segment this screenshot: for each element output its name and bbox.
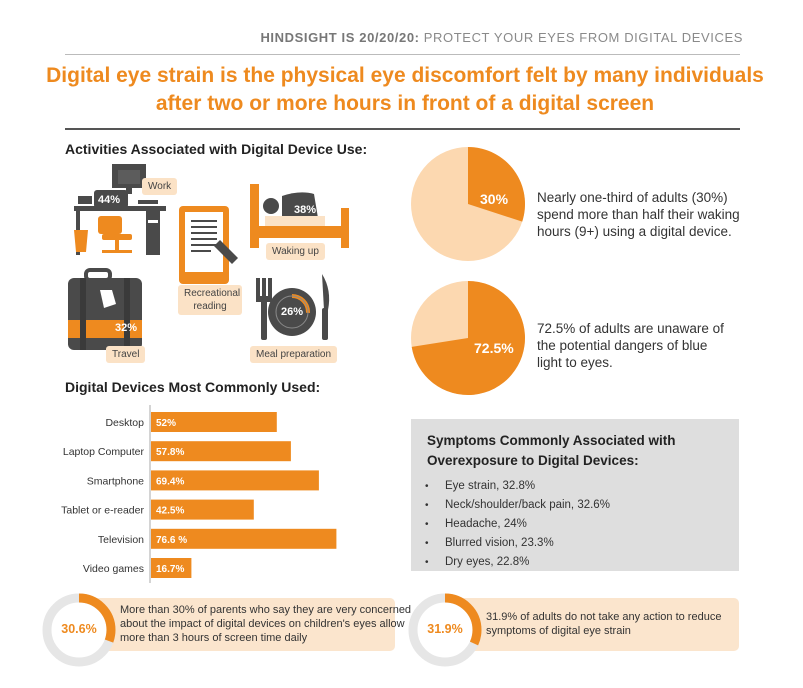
- pie-1-label: 30%: [480, 191, 509, 207]
- reading-label-line-2: reading: [193, 301, 227, 312]
- bar-category-label: Laptop Computer: [63, 446, 145, 458]
- bar-category-label: Video games: [83, 563, 144, 575]
- travel-pct: 32%: [115, 322, 138, 334]
- parents-stat-text: More than 30% of parents who say they ar…: [120, 603, 411, 645]
- devices-title: Digital Devices Most Commonly Used:: [65, 379, 321, 395]
- pie-1-line-3: hours (9+) using a digital device.: [537, 224, 732, 239]
- pie-adults-72-5: [411, 281, 525, 395]
- bar: [151, 499, 254, 520]
- meal-pct: 26%: [281, 306, 304, 318]
- ereader-icon: [179, 206, 238, 284]
- activities-illustration: [68, 164, 349, 350]
- header-divider: [65, 54, 740, 55]
- pie-2-line-2: the potential dangers of blue: [537, 338, 708, 353]
- suitcase-icon: [68, 268, 142, 350]
- symptom-text: Blurred vision, 23.3%: [445, 537, 554, 549]
- travel-label: Travel: [106, 346, 146, 363]
- symptoms-panel: Symptoms Commonly Associated with Overex…: [411, 419, 739, 571]
- bar-category-label: Desktop: [105, 417, 144, 429]
- bar-value-label: 69.4%: [156, 476, 184, 487]
- bar: [151, 558, 192, 578]
- bullet-icon: •: [425, 481, 429, 492]
- pie-1-line-1: Nearly one-third of adults (30%): [537, 190, 728, 205]
- symptoms-title-line-2: Overexposure to Digital Devices:: [427, 453, 639, 468]
- meal-label: Meal preparation: [250, 346, 338, 363]
- bar-value-label: 42.5%: [156, 506, 184, 517]
- symptom-text: Dry eyes, 22.8%: [445, 556, 530, 568]
- ring-2-fill: [408, 593, 482, 667]
- activities-title: Activities Associated with Digital Devic…: [65, 141, 368, 157]
- headline: Digital eye strain is the physical eye d…: [40, 62, 770, 118]
- symptom-text: Headache, 24%: [445, 518, 527, 530]
- plate-fork-knife-icon: [256, 274, 330, 340]
- reading-label: Recreational reading: [178, 285, 242, 315]
- pie-2-line-1: 72.5% of adults are unaware of: [537, 321, 724, 336]
- pie-2-slice: [411, 281, 525, 395]
- symptom-text: Eye strain, 32.8%: [445, 480, 536, 492]
- adults-ring: [408, 593, 482, 667]
- reading-pct: 43%: [193, 258, 216, 270]
- reading-label-line-1: Recreational: [184, 288, 241, 299]
- pie-adults-30: [411, 147, 525, 261]
- pie-1-line-2: spend more than half their waking: [537, 207, 740, 222]
- bar: [151, 441, 291, 462]
- symptom-item: • Dry eyes, 22.8%: [425, 553, 610, 572]
- symptoms-list: • Eye strain, 32.8% • Neck/shoulder/back p…: [425, 477, 610, 572]
- page-header: HINDSIGHT IS 20/20/20: PROTECT YOUR EYES…: [260, 30, 743, 45]
- header-bold: HINDSIGHT IS 20/20/20:: [260, 30, 420, 45]
- adults-line-2: symptoms of digital eye strain: [486, 625, 631, 637]
- bar-value-label: 16.7%: [156, 564, 184, 575]
- bar: [151, 528, 337, 549]
- devices-bar-chart: Desktop 52% Laptop Computer 57.8% Smartphone…: [61, 405, 337, 583]
- pie-2-text: 72.5% of adults are unaware of the poten…: [537, 320, 724, 371]
- symptom-item: • Headache, 24%: [425, 515, 610, 534]
- adults-ring-label: 31.9%: [427, 622, 463, 636]
- parents-line-3: more than 3 hours of screen time daily: [120, 632, 308, 644]
- desk-computer-icon: [74, 164, 166, 255]
- symptom-item: • Neck/shoulder/back pain, 32.6%: [425, 496, 610, 515]
- symptoms-title-line-1: Symptoms Commonly Associated with: [427, 433, 676, 448]
- bullet-icon: •: [425, 557, 429, 568]
- bullet-icon: •: [425, 538, 429, 549]
- adults-stat-text: 31.9% of adults do not take any action t…: [486, 610, 721, 638]
- parents-ring-label: 30.6%: [61, 622, 97, 636]
- waking-pct: 38%: [294, 204, 317, 216]
- symptom-text: Neck/shoulder/back pain, 32.6%: [445, 499, 610, 511]
- headline-divider: [65, 128, 740, 130]
- symptoms-title: Symptoms Commonly Associated with Overex…: [427, 431, 717, 471]
- adults-line-1: 31.9% of adults do not take any action t…: [486, 611, 722, 623]
- pie-1-slice: [468, 147, 525, 222]
- bar-category-label: Television: [98, 534, 144, 546]
- pie-2-line-3: light to eyes.: [537, 355, 613, 370]
- symptom-item: • Eye strain, 32.8%: [425, 477, 610, 496]
- bar-category-label: Smartphone: [87, 475, 144, 487]
- bullet-icon: •: [425, 519, 429, 530]
- waking-label: Waking up: [266, 243, 325, 260]
- bar-category-label: Tablet or e-reader: [61, 505, 144, 517]
- parents-line-1: More than 30% of parents who say they ar…: [120, 604, 412, 616]
- bar: [151, 412, 277, 432]
- parents-stat-box: [65, 598, 395, 651]
- bar-value-label: 76.6 %: [156, 535, 187, 546]
- work-pct: 44%: [98, 194, 121, 206]
- headline-line-1: Digital eye strain is the physical eye d…: [46, 64, 764, 87]
- parents-line-2: about the impact of digital devices on c…: [120, 618, 405, 630]
- header-rest: PROTECT YOUR EYES FROM DIGITAL DEVICES: [419, 30, 743, 45]
- pie-1-text: Nearly one-third of adults (30%) spend m…: [537, 189, 740, 240]
- work-label: Work: [142, 178, 178, 195]
- parents-ring: [42, 593, 116, 667]
- symptom-item: • Blurred vision, 23.3%: [425, 534, 610, 553]
- bar-value-label: 52%: [156, 418, 176, 429]
- ring-1-fill: [42, 593, 116, 667]
- adults-stat-box: [435, 598, 739, 651]
- bed-icon: [250, 184, 349, 248]
- bar: [151, 470, 319, 491]
- bar-value-label: 57.8%: [156, 447, 184, 458]
- pie-2-label: 72.5%: [474, 340, 514, 356]
- bullet-icon: •: [425, 500, 429, 511]
- headline-line-2: after two or more hours in front of a di…: [155, 92, 655, 115]
